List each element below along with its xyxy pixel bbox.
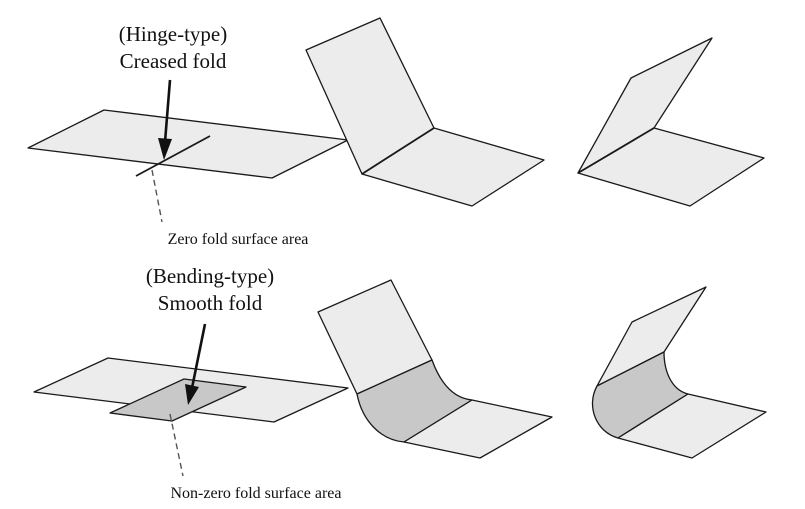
bending-nonzero-area-note: Non-zero fold surface area: [170, 485, 341, 502]
bending-half-folded-lower-panel: [403, 399, 553, 459]
hinge-half-folded-sheet: [305, 17, 545, 207]
hinge-pointer-arrow: [158, 79, 172, 160]
hinge-title-line1: (Hinge-type): [119, 22, 227, 46]
bending-fold-region: [109, 378, 247, 422]
bending-nonzero-area-leader: [169, 413, 184, 477]
hinge-flat-sheet: [27, 109, 349, 179]
hinge-fully-folded-sheet: [577, 37, 765, 207]
bending-title-line1: (Bending-type): [146, 264, 274, 288]
hinge-half-folded-crease: [361, 127, 435, 175]
hinge-folded-crease: [577, 127, 655, 174]
hinge-zero-area-leader: [151, 169, 163, 223]
bending-fully-folded-sheet: [592, 286, 767, 459]
hinge-flat-sheet-panel: [27, 109, 349, 179]
hinge-title-line2: Creased fold: [120, 49, 227, 73]
bending-title-line2: Smooth fold: [158, 291, 263, 315]
hinge-crease-line: [135, 135, 211, 177]
bending-half-folded-sheet: [317, 279, 553, 459]
bending-folded-lower-panel: [617, 393, 767, 459]
hinge-zero-area-note: Zero fold surface area: [168, 231, 309, 248]
bending-pointer-arrow: [185, 323, 207, 405]
